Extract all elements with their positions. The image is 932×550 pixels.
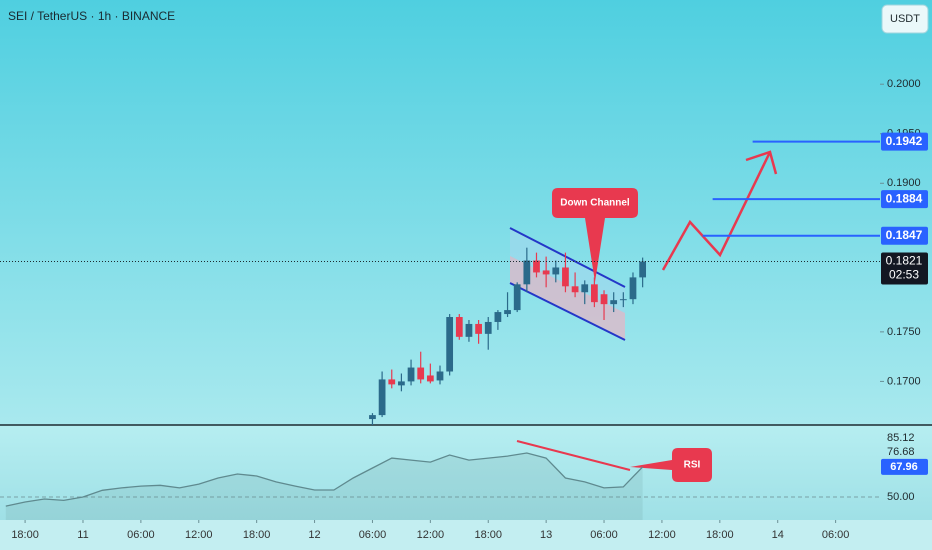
x-tick-label: 14: [772, 529, 784, 541]
candle-body: [619, 299, 627, 301]
x-tick-label: 13: [540, 529, 552, 541]
y-tick-label: 0.1900: [887, 177, 921, 189]
x-tick-label: 06:00: [359, 529, 387, 541]
rsi-tick-label: 50.00: [887, 491, 915, 503]
candle-body: [562, 267, 569, 287]
rsi-pane: [0, 425, 932, 520]
rsi-tick-label: 85.12: [887, 432, 915, 444]
level-label: 0.1847: [886, 228, 923, 242]
rsi-tick-label: 76.68: [887, 446, 915, 458]
x-tick-label: 18:00: [474, 529, 502, 541]
rsi-callout: RSI: [630, 448, 712, 482]
rsi-area: [5, 453, 643, 520]
x-tick-label: 12:00: [648, 529, 676, 541]
x-tick-label: 18:00: [706, 529, 734, 541]
x-tick-label: 06:00: [590, 529, 618, 541]
candle-body: [465, 323, 473, 337]
candle-body: [591, 284, 598, 303]
candles: [369, 247, 647, 425]
level-label-box: [881, 226, 928, 245]
candle-body: [542, 270, 550, 275]
candle-body: [446, 317, 454, 372]
candle-body: [417, 367, 425, 380]
candle-body: [494, 312, 502, 322]
candle-body: [407, 367, 415, 382]
x-axis-area: [0, 520, 932, 550]
x-tick-label: 18:00: [11, 529, 39, 541]
x-tick-label: 18:00: [243, 529, 271, 541]
down-channel-callout: Down Channel: [552, 188, 638, 282]
channel-lower: [510, 256, 625, 340]
candle-body: [581, 284, 589, 293]
candle-body: [378, 379, 386, 416]
x-tick-label: 06:00: [127, 529, 155, 541]
candle-body: [369, 415, 376, 420]
candle-body: [629, 277, 637, 300]
y-tick-label: 0.1700: [887, 375, 921, 387]
callout-text: RSI: [684, 460, 701, 471]
x-tick-label: 12:00: [417, 529, 445, 541]
candle-body: [552, 267, 560, 275]
callout-shape: [552, 188, 638, 282]
channel-line: [509, 282, 626, 341]
rsi-line: [5, 452, 644, 507]
x-tick-label: 12:00: [185, 529, 213, 541]
countdown-label: 02:53: [889, 268, 919, 282]
y-tick-label: 0.2000: [887, 78, 921, 90]
candle-body: [426, 375, 434, 382]
candle-body: [571, 286, 579, 293]
candle-body: [455, 317, 463, 337]
currency-box: [881, 4, 929, 34]
projection-arrow: [661, 150, 778, 271]
candle-body: [600, 294, 608, 305]
x-tick-label: 11: [77, 529, 88, 541]
candle-body: [610, 300, 618, 305]
rsi-divergence-line: [516, 440, 631, 471]
x-tick-label: 12: [308, 529, 320, 541]
candle-body: [504, 310, 511, 315]
candle-body: [523, 260, 531, 285]
y-tick-label: 0.1750: [887, 326, 921, 338]
candle-body: [533, 260, 540, 273]
channel-line: [509, 227, 626, 288]
candle-body: [398, 381, 405, 386]
last-price-label: 0.1821: [886, 254, 923, 268]
currency-label: USDT: [890, 13, 920, 25]
chart-title: SEI / TetherUS · 1h · BINANCE: [8, 9, 175, 23]
candle-body: [475, 323, 482, 334]
x-tick-label: 06:00: [822, 529, 850, 541]
candle-body: [484, 321, 492, 334]
price-pane: [0, 0, 932, 425]
arrow-path: [661, 151, 772, 271]
level-label-box: [881, 190, 928, 209]
level-label: 0.1884: [886, 191, 923, 205]
rsi-value-label: 67.96: [890, 461, 918, 473]
level-label-box: [881, 132, 928, 151]
candle-body: [639, 261, 647, 278]
candle-body: [436, 371, 444, 381]
level-label: 0.1942: [886, 134, 923, 148]
callout-text: Down Channel: [560, 198, 630, 209]
rsi-value-box: [881, 458, 928, 475]
callout-shape: [630, 448, 712, 482]
arrow-head: [745, 150, 778, 175]
candle-body: [513, 284, 521, 311]
candle-body: [388, 379, 396, 385]
last-price-box: [881, 252, 928, 285]
